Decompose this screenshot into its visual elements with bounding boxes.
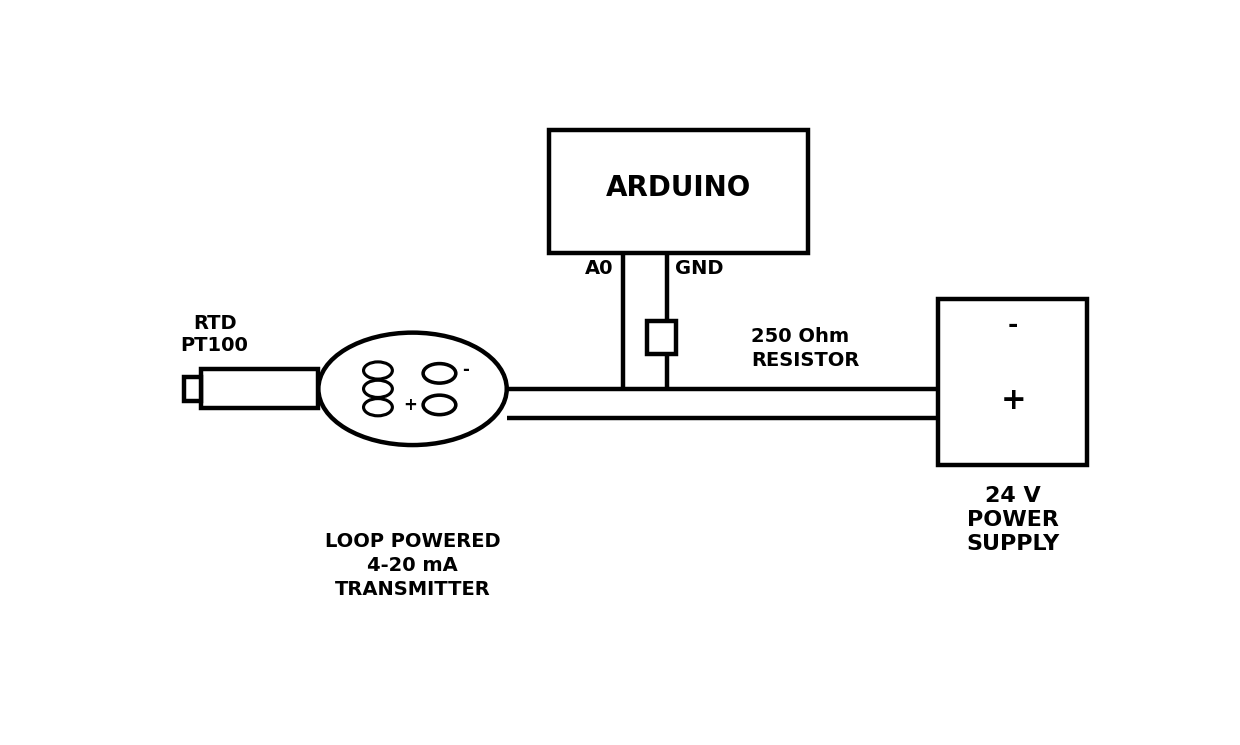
Text: -: -: [1008, 313, 1018, 337]
Circle shape: [363, 399, 392, 416]
Text: RESISTOR: RESISTOR: [751, 351, 859, 370]
Text: SUPPLY: SUPPLY: [966, 533, 1060, 554]
Text: +: +: [1001, 386, 1025, 415]
Text: ARDUINO: ARDUINO: [606, 174, 751, 202]
Text: 4-20 mA: 4-20 mA: [367, 556, 458, 575]
Text: 24 V: 24 V: [986, 486, 1042, 506]
Text: A0: A0: [585, 259, 614, 278]
Text: POWER: POWER: [967, 510, 1059, 530]
Bar: [647, 321, 676, 355]
Text: RTD: RTD: [192, 314, 237, 333]
Circle shape: [363, 362, 392, 379]
Circle shape: [423, 364, 456, 383]
Text: TRANSMITTER: TRANSMITTER: [335, 580, 491, 599]
Text: LOOP POWERED: LOOP POWERED: [325, 532, 501, 551]
Bar: [184, 377, 201, 401]
Text: GND: GND: [675, 259, 723, 278]
Bar: [549, 130, 808, 253]
Text: PT100: PT100: [181, 336, 248, 355]
Circle shape: [363, 380, 392, 397]
Text: +: +: [403, 396, 417, 414]
Text: -: -: [463, 361, 470, 379]
Circle shape: [423, 395, 456, 415]
Bar: [201, 370, 319, 408]
Bar: [939, 299, 1087, 465]
Circle shape: [319, 332, 507, 445]
Text: 250 Ohm: 250 Ohm: [751, 326, 849, 346]
